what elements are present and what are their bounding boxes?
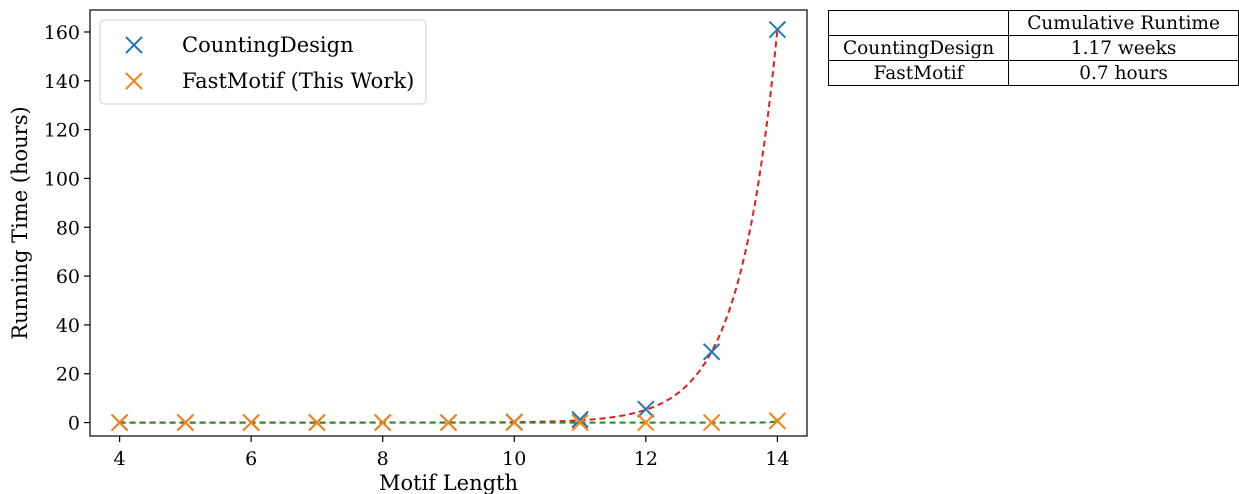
x-tick-label: 8: [377, 448, 389, 470]
legend-marker: [125, 36, 143, 54]
fit-line: [119, 29, 779, 424]
data-point: [110, 413, 129, 432]
data-point: [374, 413, 392, 432]
table-cell-method: FastMotif: [827, 60, 1010, 86]
plot-area-frame: [89, 9, 808, 437]
legend-marker: [125, 72, 143, 90]
x-tick-label: 10: [502, 448, 526, 470]
x-axis-label: Motif Length: [379, 471, 518, 494]
data-markers-layer: [110, 20, 787, 432]
y-tick-label: 60: [56, 266, 80, 288]
legend-box: [99, 19, 427, 105]
y-tick-label: 20: [56, 364, 80, 386]
chart-legend: CountingDesign FastMotif (This Work): [99, 19, 427, 105]
fit-lines-layer: [119, 29, 779, 424]
cumulative-runtime-table: Cumulative Runtime CountingDesign 1.17 w…: [827, 10, 1239, 86]
data-point: [308, 413, 326, 432]
table-row: FastMotif 0.7 hours: [827, 60, 1239, 86]
data-point: [176, 413, 195, 432]
y-tick-label: 120: [44, 120, 80, 142]
legend-label: CountingDesign: [182, 33, 354, 57]
table-header-cell: [827, 10, 1010, 36]
table-cell-runtime: 1.17 weeks: [1008, 35, 1239, 61]
table-cell-runtime: 0.7 hours: [1008, 60, 1239, 86]
data-point: [505, 413, 523, 432]
y-axis-label: Running Time (hours): [8, 106, 32, 339]
y-tick-label: 40: [56, 315, 80, 337]
y-tick-label: 140: [44, 71, 80, 93]
table-cell-method: CountingDesign: [827, 35, 1010, 61]
data-point: [571, 413, 589, 432]
table-header-cell: Cumulative Runtime: [1008, 10, 1239, 36]
y-tick-label: 160: [44, 22, 80, 44]
y-tick-label: 0: [68, 413, 80, 435]
x-tick-label: 6: [245, 448, 257, 470]
data-point: [571, 410, 589, 429]
data-point: [637, 413, 655, 432]
data-point: [768, 20, 787, 39]
y-tick-label: 100: [44, 168, 80, 190]
table-header-row: Cumulative Runtime: [827, 10, 1239, 36]
data-point: [702, 413, 721, 432]
table-row: CountingDesign 1.17 weeks: [827, 35, 1239, 61]
data-point: [768, 412, 787, 430]
x-tick-label: 14: [765, 448, 789, 470]
data-point: [637, 400, 655, 418]
data-point: [439, 413, 458, 432]
y-tick-label: 80: [56, 217, 80, 239]
data-point: [242, 413, 260, 432]
x-tick-label: 12: [634, 448, 658, 470]
legend-label: FastMotif (This Work): [182, 69, 414, 93]
x-tick-label: 4: [114, 448, 126, 470]
data-point: [702, 343, 721, 361]
